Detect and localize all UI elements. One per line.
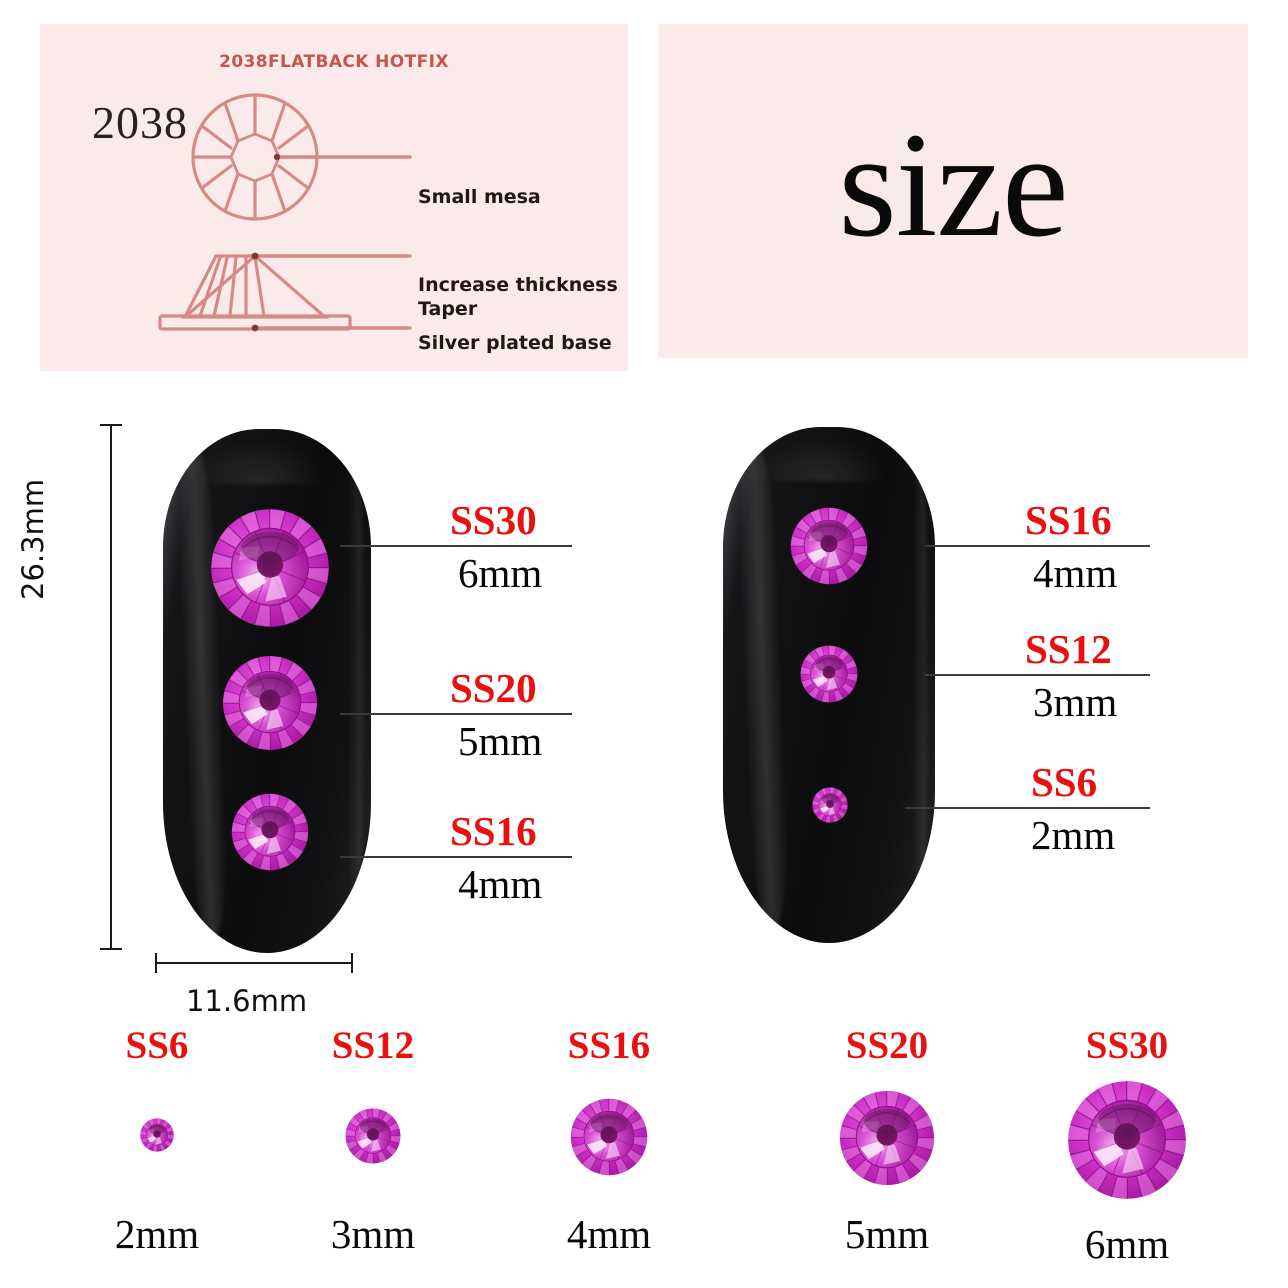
- comparison-mm-label: 2mm: [114, 1211, 200, 1257]
- callout-mm-label: 4mm: [1033, 550, 1118, 596]
- nail-edge-highlight: [348, 455, 363, 917]
- flatback-diagram: [158, 93, 412, 332]
- gem-ss16-on-nail: [790, 507, 868, 585]
- product-diagram-panel: 2038FLATBACK HOTFIX 2038: [40, 24, 628, 371]
- gem-ss20-on-nail: [222, 655, 318, 751]
- callout-ss-label: SS6: [1031, 759, 1098, 805]
- comparison-gem: [345, 1108, 401, 1164]
- callout-ss-label: SS16: [450, 808, 537, 854]
- comparison-ss-label: SS6: [125, 1024, 189, 1067]
- height-dimension-line: [110, 424, 112, 950]
- callout-mm-label: 5mm: [458, 718, 543, 764]
- gem-ss16-on-nail: [231, 793, 309, 871]
- nail-width-label: 11.6mm: [186, 984, 308, 1018]
- product-code: 2038: [92, 97, 188, 148]
- height-dimension-cap-top: [100, 424, 122, 426]
- callout-ss-label: SS16: [1025, 497, 1112, 543]
- callout-mm-label: 2mm: [1031, 812, 1116, 858]
- callout-mm-label: 3mm: [1033, 679, 1118, 725]
- width-dimension-line: [155, 962, 353, 964]
- annotation-small-mesa: Small mesa: [418, 186, 541, 208]
- nail-top-highlight: [196, 436, 326, 485]
- comparison-gem: [839, 1090, 935, 1186]
- gem-ss12-on-nail: [800, 645, 858, 703]
- comparison-ss-label: SS12: [331, 1024, 415, 1067]
- comparison-ss-label: SS16: [567, 1024, 651, 1067]
- width-dimension-cap-right: [351, 953, 353, 973]
- nail-swatch-left: [100, 415, 620, 975]
- comparison-mm-label: 6mm: [1084, 1221, 1170, 1267]
- nail-swatch-right: [690, 415, 1210, 960]
- callout-ss-label: SS30: [450, 497, 537, 543]
- nail-top-highlight: [756, 434, 889, 482]
- nail-gloss-highlight: [736, 436, 790, 934]
- callout-leader-line: [340, 856, 572, 858]
- gem-ss30-on-nail: [210, 508, 330, 628]
- panel-title: 2038FLATBACK HOTFIX: [219, 52, 449, 72]
- annotation-taper: Taper: [418, 298, 478, 320]
- flatback-side-profile-icon: [158, 253, 352, 331]
- callout-leader-line: [905, 807, 1150, 809]
- callout-mm-label: 6mm: [458, 550, 543, 596]
- comparison-mm-label: 4mm: [566, 1211, 652, 1257]
- width-dimension-cap-left: [155, 953, 157, 973]
- callout-leader-line: [925, 674, 1150, 676]
- gem-ss6-on-nail: [812, 787, 848, 823]
- nail-edge-highlight: [911, 452, 927, 907]
- comparison-gem: [1067, 1080, 1187, 1200]
- comparison-ss-label: SS20: [845, 1024, 929, 1067]
- callout-ss-label: SS12: [1025, 626, 1112, 672]
- comparison-gem: [140, 1118, 174, 1152]
- size-heading-panel: size: [658, 24, 1248, 358]
- comparison-mm-label: 5mm: [844, 1211, 930, 1257]
- size-heading: size: [838, 102, 1068, 268]
- callout-leader-line: [925, 545, 1150, 547]
- comparison-gem: [570, 1098, 648, 1176]
- callout-ss-label: SS20: [450, 665, 537, 711]
- nail-height-label: 26.3mm: [16, 478, 50, 600]
- callout-leader-line: [340, 713, 572, 715]
- callout-leader-line: [340, 545, 572, 547]
- callout-mm-label: 4mm: [458, 861, 543, 907]
- annotation-silver-plated-base: Silver plated base: [418, 332, 612, 354]
- annotation-increase-thickness: Increase thickness: [418, 274, 618, 296]
- height-dimension-cap-bottom: [100, 948, 122, 950]
- comparison-ss-label: SS30: [1085, 1024, 1169, 1067]
- comparison-mm-label: 3mm: [330, 1211, 416, 1257]
- size-comparison-row: SS6 2mm SS12 3mm SS16 4mm SS20 5mm SS30 …: [0, 1018, 1288, 1286]
